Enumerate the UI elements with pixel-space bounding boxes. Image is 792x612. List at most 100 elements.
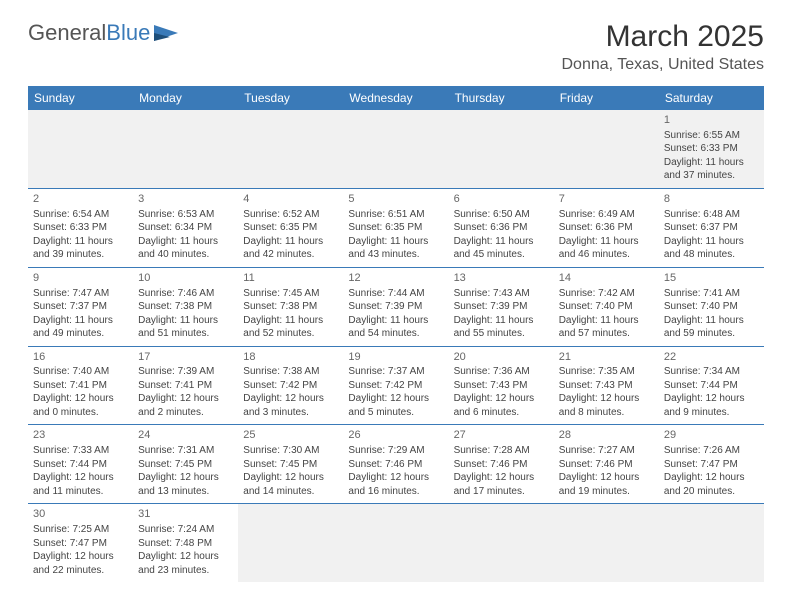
daylight-text: Daylight: 12 hours — [348, 392, 443, 406]
daylight-text: and 57 minutes. — [559, 327, 654, 341]
daylight-text: Daylight: 11 hours — [138, 235, 233, 249]
sunset-text: Sunset: 6:33 PM — [664, 142, 759, 156]
calendar-cell — [343, 110, 448, 188]
sunrise-text: Sunrise: 7:42 AM — [559, 287, 654, 301]
day-number: 14 — [559, 271, 654, 286]
calendar-cell: 24Sunrise: 7:31 AMSunset: 7:45 PMDayligh… — [133, 425, 238, 504]
calendar-cell: 26Sunrise: 7:29 AMSunset: 7:46 PMDayligh… — [343, 425, 448, 504]
daylight-text: Daylight: 11 hours — [348, 235, 443, 249]
sunset-text: Sunset: 6:34 PM — [138, 221, 233, 235]
sunset-text: Sunset: 6:37 PM — [664, 221, 759, 235]
sunrise-text: Sunrise: 7:29 AM — [348, 444, 443, 458]
sunset-text: Sunset: 7:39 PM — [454, 300, 549, 314]
sunset-text: Sunset: 7:47 PM — [664, 458, 759, 472]
day-number: 20 — [454, 350, 549, 365]
sunrise-text: Sunrise: 7:35 AM — [559, 365, 654, 379]
sunset-text: Sunset: 7:38 PM — [243, 300, 338, 314]
calendar-week: 2Sunrise: 6:54 AMSunset: 6:33 PMDaylight… — [28, 188, 764, 267]
sunset-text: Sunset: 7:45 PM — [138, 458, 233, 472]
sunset-text: Sunset: 7:46 PM — [559, 458, 654, 472]
daylight-text: and 49 minutes. — [33, 327, 128, 341]
sunset-text: Sunset: 7:37 PM — [33, 300, 128, 314]
calendar-week: 30Sunrise: 7:25 AMSunset: 7:47 PMDayligh… — [28, 504, 764, 582]
sunrise-text: Sunrise: 7:26 AM — [664, 444, 759, 458]
daylight-text: and 40 minutes. — [138, 248, 233, 262]
daylight-text: Daylight: 12 hours — [138, 550, 233, 564]
daylight-text: and 3 minutes. — [243, 406, 338, 420]
day-number: 17 — [138, 350, 233, 365]
day-header: Saturday — [659, 86, 764, 110]
calendar-table: Sunday Monday Tuesday Wednesday Thursday… — [28, 86, 764, 582]
daylight-text: Daylight: 12 hours — [454, 471, 549, 485]
daylight-text: and 51 minutes. — [138, 327, 233, 341]
calendar-cell — [28, 110, 133, 188]
sunset-text: Sunset: 7:42 PM — [348, 379, 443, 393]
calendar-cell: 8Sunrise: 6:48 AMSunset: 6:37 PMDaylight… — [659, 188, 764, 267]
day-number: 25 — [243, 428, 338, 443]
calendar-cell: 31Sunrise: 7:24 AMSunset: 7:48 PMDayligh… — [133, 504, 238, 582]
sunrise-text: Sunrise: 7:43 AM — [454, 287, 549, 301]
daylight-text: and 59 minutes. — [664, 327, 759, 341]
calendar-cell: 1Sunrise: 6:55 AMSunset: 6:33 PMDaylight… — [659, 110, 764, 188]
calendar-cell — [238, 504, 343, 582]
calendar-cell — [238, 110, 343, 188]
daylight-text: and 2 minutes. — [138, 406, 233, 420]
sunset-text: Sunset: 7:40 PM — [559, 300, 654, 314]
daylight-text: Daylight: 11 hours — [454, 235, 549, 249]
daylight-text: and 54 minutes. — [348, 327, 443, 341]
sunrise-text: Sunrise: 6:51 AM — [348, 208, 443, 222]
sunrise-text: Sunrise: 7:47 AM — [33, 287, 128, 301]
day-number: 3 — [138, 192, 233, 207]
month-title: March 2025 — [562, 20, 765, 54]
day-number: 30 — [33, 507, 128, 522]
daylight-text: and 20 minutes. — [664, 485, 759, 499]
sunset-text: Sunset: 7:39 PM — [348, 300, 443, 314]
daylight-text: Daylight: 12 hours — [664, 471, 759, 485]
daylight-text: and 13 minutes. — [138, 485, 233, 499]
day-number: 10 — [138, 271, 233, 286]
sunrise-text: Sunrise: 7:44 AM — [348, 287, 443, 301]
calendar-cell: 28Sunrise: 7:27 AMSunset: 7:46 PMDayligh… — [554, 425, 659, 504]
calendar-cell: 14Sunrise: 7:42 AMSunset: 7:40 PMDayligh… — [554, 267, 659, 346]
logo-text-blue: Blue — [106, 20, 150, 46]
calendar-cell: 12Sunrise: 7:44 AMSunset: 7:39 PMDayligh… — [343, 267, 448, 346]
daylight-text: Daylight: 12 hours — [559, 392, 654, 406]
title-block: March 2025 Donna, Texas, United States — [562, 20, 765, 74]
sunset-text: Sunset: 7:48 PM — [138, 537, 233, 551]
daylight-text: and 46 minutes. — [559, 248, 654, 262]
calendar-cell: 13Sunrise: 7:43 AMSunset: 7:39 PMDayligh… — [449, 267, 554, 346]
sunset-text: Sunset: 6:36 PM — [559, 221, 654, 235]
sunrise-text: Sunrise: 6:48 AM — [664, 208, 759, 222]
calendar-cell: 30Sunrise: 7:25 AMSunset: 7:47 PMDayligh… — [28, 504, 133, 582]
daylight-text: Daylight: 12 hours — [454, 392, 549, 406]
sunset-text: Sunset: 7:43 PM — [559, 379, 654, 393]
daylight-text: and 14 minutes. — [243, 485, 338, 499]
daylight-text: and 39 minutes. — [33, 248, 128, 262]
daylight-text: and 52 minutes. — [243, 327, 338, 341]
sunrise-text: Sunrise: 7:31 AM — [138, 444, 233, 458]
calendar-cell: 5Sunrise: 6:51 AMSunset: 6:35 PMDaylight… — [343, 188, 448, 267]
day-number: 28 — [559, 428, 654, 443]
daylight-text: and 16 minutes. — [348, 485, 443, 499]
day-header: Monday — [133, 86, 238, 110]
day-number: 8 — [664, 192, 759, 207]
day-number: 11 — [243, 271, 338, 286]
daylight-text: and 19 minutes. — [559, 485, 654, 499]
daylight-text: Daylight: 12 hours — [243, 471, 338, 485]
calendar-cell — [449, 504, 554, 582]
daylight-text: and 5 minutes. — [348, 406, 443, 420]
day-header: Friday — [554, 86, 659, 110]
sunrise-text: Sunrise: 7:30 AM — [243, 444, 338, 458]
day-number: 31 — [138, 507, 233, 522]
daylight-text: Daylight: 11 hours — [664, 314, 759, 328]
calendar-cell: 25Sunrise: 7:30 AMSunset: 7:45 PMDayligh… — [238, 425, 343, 504]
daylight-text: Daylight: 12 hours — [33, 471, 128, 485]
daylight-text: Daylight: 12 hours — [33, 550, 128, 564]
calendar-cell: 18Sunrise: 7:38 AMSunset: 7:42 PMDayligh… — [238, 346, 343, 425]
day-number: 12 — [348, 271, 443, 286]
daylight-text: and 48 minutes. — [664, 248, 759, 262]
calendar-cell: 15Sunrise: 7:41 AMSunset: 7:40 PMDayligh… — [659, 267, 764, 346]
calendar-cell — [554, 110, 659, 188]
calendar-cell: 21Sunrise: 7:35 AMSunset: 7:43 PMDayligh… — [554, 346, 659, 425]
sunrise-text: Sunrise: 6:50 AM — [454, 208, 549, 222]
